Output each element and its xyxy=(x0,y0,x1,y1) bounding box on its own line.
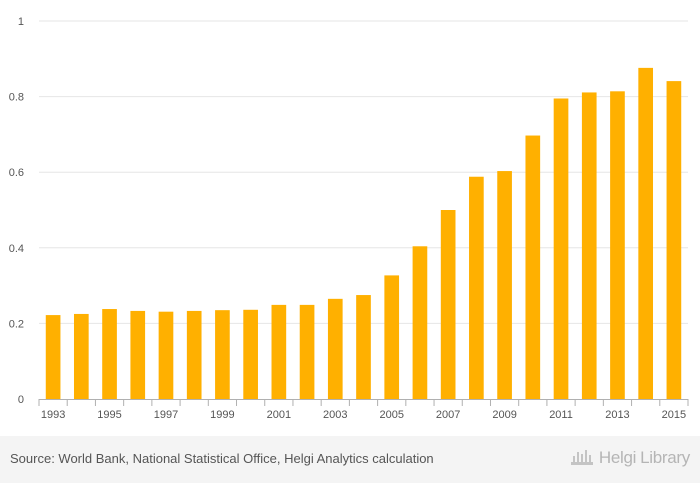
bar-2015 xyxy=(666,81,682,400)
x-tick-label: 1999 xyxy=(210,409,234,421)
bar-2009 xyxy=(497,171,512,399)
bar-2011 xyxy=(553,98,569,400)
bar-2000 xyxy=(243,309,258,399)
x-tick-label: 2001 xyxy=(267,409,291,421)
y-tick-label: 0.8 xyxy=(9,92,24,104)
bar-1994 xyxy=(73,313,89,399)
bar-2002 xyxy=(299,304,315,399)
y-tick-label: 0.6 xyxy=(9,167,24,179)
bar-1999 xyxy=(215,310,230,399)
bar-2001 xyxy=(271,304,287,399)
x-tick-label: 2007 xyxy=(436,409,460,421)
bar-2006 xyxy=(412,246,428,399)
bar-1993 xyxy=(45,315,61,399)
bar-1998 xyxy=(186,310,202,399)
bar-2008 xyxy=(469,176,484,399)
y-tick-label: 1 xyxy=(18,16,24,28)
brand[interactable]: Helgi Library xyxy=(569,448,690,468)
x-tick-label: 2013 xyxy=(605,409,629,421)
helgi-library-logo-icon xyxy=(570,450,593,465)
x-tick-label: 1993 xyxy=(41,409,65,421)
bar-1996 xyxy=(130,310,146,399)
brand-name-part1: Helgi xyxy=(598,448,637,467)
brand-name-part2: Library xyxy=(640,448,690,467)
bar-2003 xyxy=(327,298,343,399)
bar-chart: 0 0.2 0.4 0.6 0.8 1 1993 1995 1997 1999 2001 2003 20… xyxy=(9,16,689,421)
x-tick-label: 2011 xyxy=(549,409,573,421)
x-tick-label: 2015 xyxy=(662,409,686,421)
bar-2010 xyxy=(525,135,541,399)
x-tick-label: 1997 xyxy=(154,409,178,421)
chart-footer: Source: World Bank, National Statistical… xyxy=(0,436,700,483)
x-tick-label: 2005 xyxy=(379,409,403,421)
y-tick-label: 0.4 xyxy=(9,243,24,255)
bar-2012 xyxy=(581,92,597,399)
bar-2007 xyxy=(440,210,456,399)
bar-1997 xyxy=(158,311,174,399)
source-note: Source: World Bank, National Statistical… xyxy=(10,451,434,466)
bar-2014 xyxy=(638,67,654,399)
x-tick-label: 1995 xyxy=(97,409,121,421)
bar-2004 xyxy=(356,295,371,399)
x-tick-label: 2009 xyxy=(492,409,516,421)
bar-2013 xyxy=(610,91,625,400)
x-tick-label: 2003 xyxy=(323,409,347,421)
y-tick-label: 0.2 xyxy=(9,318,24,330)
bar-2005 xyxy=(384,275,400,399)
bar-1995 xyxy=(102,309,117,399)
y-tick-label: 0 xyxy=(18,394,24,406)
